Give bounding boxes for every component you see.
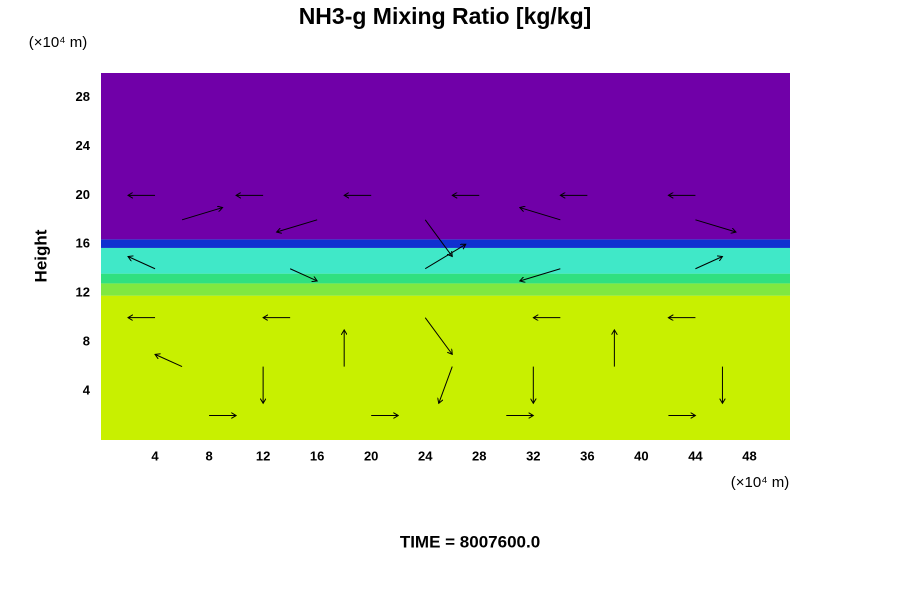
y-tick-label: 16 [76,236,90,251]
wind-vector [520,268,561,281]
y-tick-label: 12 [76,285,90,300]
y-unit-label: (×10⁴ m) [29,34,88,51]
x-tick-label: 28 [472,448,486,463]
time-label: TIME = 8007600.0 [400,532,540,551]
wind-vector [439,366,453,404]
wind-vector [128,257,156,270]
wind-vector [181,208,223,221]
field-region [101,73,790,240]
chart-title: NH3-g Mixing Ratio [kg/kg] [299,3,592,29]
wind-vector [155,354,183,368]
x-tick-label: 20 [364,448,378,463]
wind-vector [289,268,317,281]
wind-vector [424,244,466,270]
wind-vector [277,219,318,232]
x-tick-label: 36 [580,448,594,463]
wind-vector [424,317,452,355]
x-tick-label: 8 [205,448,212,463]
x-tick-label: 4 [151,448,159,463]
x-tick-label: 32 [526,448,540,463]
y-tick-label: 4 [83,383,91,398]
x-tick-label: 12 [256,448,270,463]
y-tick-label: 20 [76,187,90,202]
x-tick-label: 40 [634,448,648,463]
x-tick-label: 24 [418,448,433,463]
y-tick-label: 24 [76,138,91,153]
field-region [101,247,790,274]
y-tick-label: 28 [76,89,90,104]
y-tick-label: 8 [83,334,90,349]
wind-vector [695,257,722,270]
wind-vector [424,219,452,257]
wind-vector [520,208,561,221]
wind-vector [695,219,736,232]
x-tick-label: 48 [742,448,756,463]
x-unit-label: (×10⁴ m) [731,474,790,491]
x-tick-label: 44 [688,448,703,463]
x-tick-label: 16 [310,448,324,463]
field-region [101,239,790,248]
field-region [101,273,790,284]
y-axis-label: Height [31,229,50,282]
field-region [101,283,790,296]
